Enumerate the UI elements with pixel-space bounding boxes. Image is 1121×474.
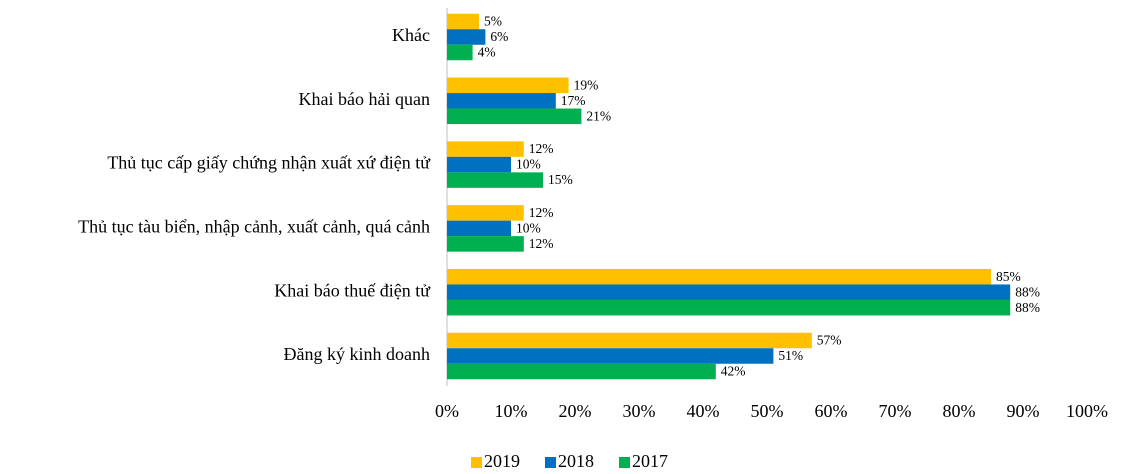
value-label: 88% bbox=[1015, 300, 1040, 315]
value-label: 51% bbox=[778, 348, 803, 363]
legend-label: 2017 bbox=[632, 451, 668, 471]
y-tick-label: Khác bbox=[392, 25, 430, 45]
bar bbox=[447, 348, 774, 364]
bar bbox=[447, 363, 716, 380]
value-label: 4% bbox=[478, 45, 496, 60]
y-tick-label: Thủ tục cấp giấy chứng nhận xuất xứ điện… bbox=[107, 153, 431, 173]
y-tick-label: Khai báo thuế điện tử bbox=[274, 280, 431, 300]
x-tick-label: 40% bbox=[687, 401, 720, 421]
bar bbox=[447, 13, 479, 30]
x-tick-label: 60% bbox=[815, 401, 848, 421]
y-tick-label: Đăng ký kinh doanh bbox=[284, 344, 430, 364]
value-label: 10% bbox=[516, 220, 541, 235]
bar bbox=[447, 236, 524, 252]
bar bbox=[447, 284, 1011, 300]
bar bbox=[447, 77, 569, 94]
x-tick-label: 80% bbox=[943, 401, 976, 421]
bar bbox=[447, 93, 556, 109]
bar bbox=[447, 332, 812, 349]
value-label: 5% bbox=[484, 14, 502, 29]
y-tick-label: Khai báo hải quan bbox=[299, 89, 430, 109]
bar bbox=[447, 29, 486, 45]
value-label: 15% bbox=[548, 172, 573, 187]
value-label: 57% bbox=[817, 333, 842, 348]
bar bbox=[447, 156, 511, 173]
bar bbox=[447, 108, 582, 125]
bar bbox=[447, 172, 543, 188]
bar bbox=[447, 141, 524, 157]
value-label: 12% bbox=[529, 205, 554, 220]
value-label: 6% bbox=[490, 29, 508, 44]
legend-swatch bbox=[619, 457, 630, 468]
bar bbox=[447, 44, 473, 61]
legend-swatch bbox=[545, 457, 556, 468]
value-label: 21% bbox=[586, 108, 611, 123]
x-tick-label: 0% bbox=[435, 401, 459, 421]
x-tick-label: 70% bbox=[879, 401, 912, 421]
value-label: 10% bbox=[516, 157, 541, 172]
bar bbox=[447, 299, 1011, 316]
legend-label: 2019 bbox=[484, 451, 520, 471]
value-label: 42% bbox=[721, 364, 746, 379]
value-label: 12% bbox=[529, 141, 554, 156]
bar bbox=[447, 220, 511, 237]
value-label: 19% bbox=[574, 77, 599, 92]
legend-label: 2018 bbox=[558, 451, 594, 471]
x-tick-label: 20% bbox=[559, 401, 592, 421]
x-tick-label: 100% bbox=[1066, 401, 1108, 421]
bar bbox=[447, 205, 524, 221]
y-tick-label: Thủ tục tàu biển, nhập cảnh, xuất cảnh, … bbox=[78, 217, 430, 237]
value-label: 12% bbox=[529, 236, 554, 251]
x-tick-label: 50% bbox=[751, 401, 784, 421]
x-tick-label: 90% bbox=[1007, 401, 1040, 421]
x-tick-label: 10% bbox=[495, 401, 528, 421]
value-label: 88% bbox=[1015, 284, 1040, 299]
bar bbox=[447, 268, 991, 285]
value-label: 17% bbox=[561, 93, 586, 108]
x-tick-label: 30% bbox=[623, 401, 656, 421]
value-label: 85% bbox=[996, 269, 1021, 284]
legend-swatch bbox=[471, 457, 482, 468]
